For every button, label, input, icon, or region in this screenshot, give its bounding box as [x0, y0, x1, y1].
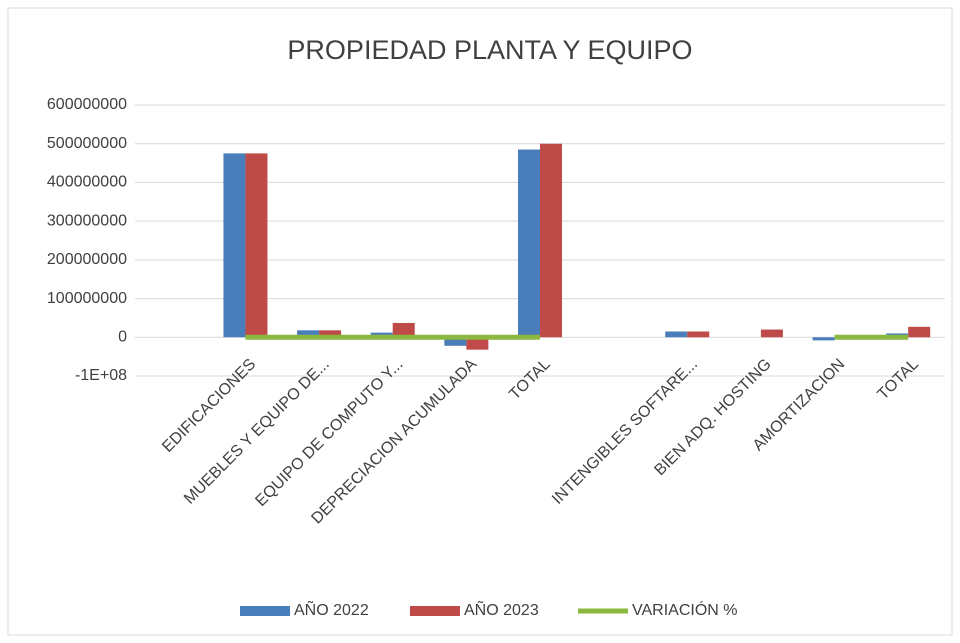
y-tick-label: 200000000 [47, 251, 127, 268]
legend-label: VARIACIÓN % [632, 600, 738, 619]
bar [245, 153, 268, 338]
bar [392, 322, 415, 338]
y-tick-label: 600000000 [47, 96, 127, 113]
y-tick-label: -1E+08 [75, 367, 127, 384]
y-tick-label: 100000000 [47, 290, 127, 307]
bar [812, 337, 835, 341]
bar [466, 337, 489, 350]
legend-swatch [410, 606, 460, 616]
bar [297, 330, 320, 338]
chart-title: PROPIEDAD PLANTA Y EQUIPO [287, 35, 692, 65]
bar [518, 149, 540, 338]
legend-swatch [240, 606, 290, 616]
y-tick-label: 400000000 [47, 174, 127, 191]
y-tick-label: 500000000 [47, 135, 127, 152]
bar [319, 330, 342, 338]
chart-border [7, 7, 953, 636]
legend-label: AÑO 2022 [294, 599, 369, 619]
bar [665, 331, 688, 338]
y-tick-label: 0 [118, 329, 127, 346]
bar [223, 153, 246, 338]
bar [760, 329, 783, 338]
bar [687, 331, 710, 338]
bar [444, 337, 467, 346]
bar [908, 326, 931, 338]
legend-label: AÑO 2023 [464, 599, 539, 619]
y-tick-label: 300000000 [47, 212, 127, 229]
bar [540, 143, 562, 338]
